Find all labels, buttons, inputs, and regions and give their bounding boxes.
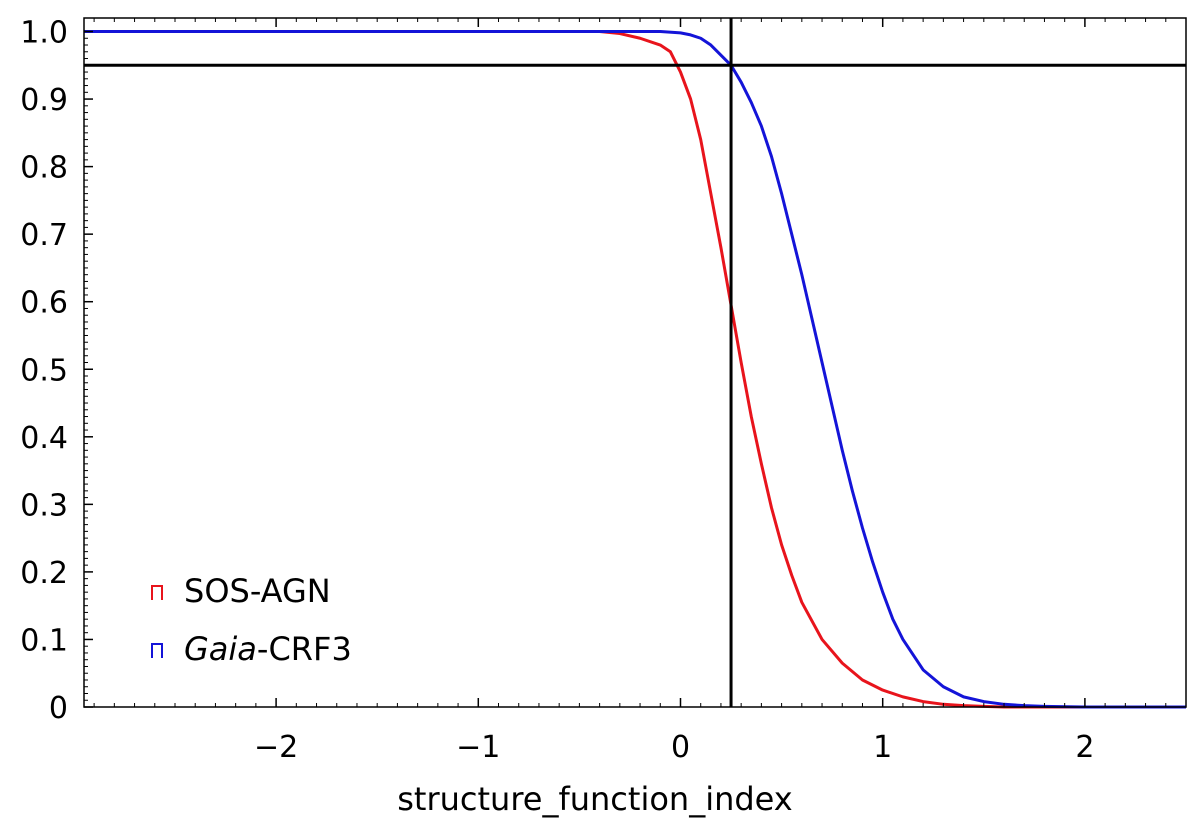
y-axis-ticks: 0 0.1 0.2 0.3 0.4 0.5 0.6 0.7 0.8 0.9 1.0 <box>20 16 93 726</box>
minor-ticks <box>84 18 1187 707</box>
y-tick-label: 0.8 <box>20 151 68 186</box>
series-line-gaia-crf3 <box>84 30 1186 709</box>
legend-label-sos-agn: SOS-AGN <box>184 572 331 610</box>
y-tick-label: 0.2 <box>20 556 68 591</box>
x-tick-label: −1 <box>456 730 500 765</box>
y-tick-label: 0.7 <box>20 218 68 253</box>
y-tick-label: 0.9 <box>20 83 68 118</box>
reference-lines <box>84 18 1186 707</box>
x-axis-label: structure_function_index <box>397 780 792 818</box>
x-tick-label: 1 <box>873 730 892 765</box>
legend-marker-sos-agn <box>151 585 163 600</box>
x-axis-ticks: −2 −1 0 1 2 <box>254 18 1094 765</box>
series-line-sos-agn <box>84 30 1186 709</box>
y-tick-label: 0.4 <box>20 421 68 456</box>
y-tick-label: 0.6 <box>20 286 68 321</box>
legend-label-gaia-crf3: Gaia-CRF3 <box>184 630 352 668</box>
x-tick-label: 0 <box>671 730 690 765</box>
legend: SOS-AGN Gaia-CRF3 <box>151 572 352 668</box>
y-tick-label: 0.3 <box>20 488 68 523</box>
y-tick-label: 0.5 <box>20 353 68 388</box>
x-tick-label: 2 <box>1075 730 1094 765</box>
legend-marker-gaia-crf3 <box>151 643 163 658</box>
y-tick-label: 1.0 <box>20 16 68 51</box>
y-tick-label: 0.1 <box>20 623 68 658</box>
curves <box>84 30 1186 709</box>
y-tick-label: 0 <box>49 691 68 726</box>
x-tick-label: −2 <box>254 730 298 765</box>
